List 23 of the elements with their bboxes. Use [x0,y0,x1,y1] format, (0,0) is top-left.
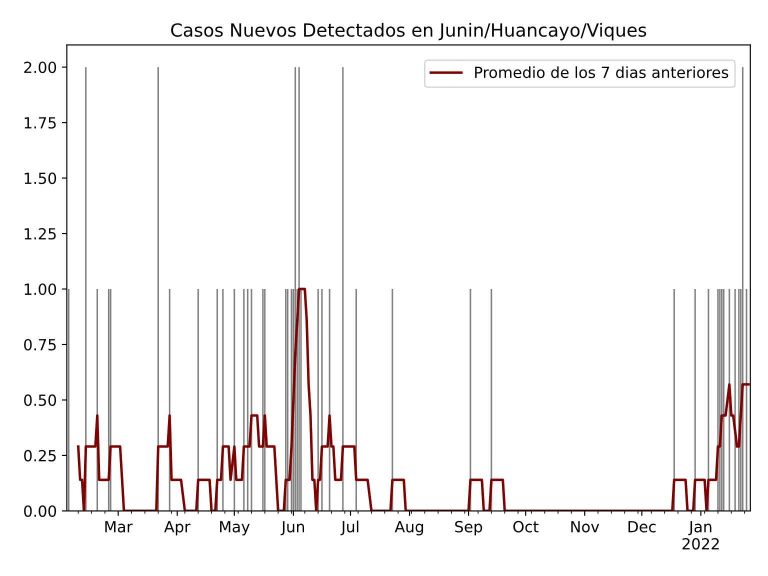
x-tick-label: Dec [628,521,656,532]
x-tick-label: Sep [455,520,482,536]
x-tick-label: Jun [280,521,304,536]
y-tick-label: 0.25 [24,450,56,462]
y-tick-label: 1.50 [24,172,56,184]
x-tick-label: Aug [394,521,424,536]
x-tick-label: Apr [164,521,190,536]
x-tick-label: May [220,521,250,536]
y-tick-label: 1.00 [24,283,56,296]
y-tick-label: 1.75 [24,117,56,129]
x-tick-label: Oct [513,520,539,532]
legend-label: Promedio de los 7 dias anteriores [475,66,728,78]
x-tick-label: Mar [105,521,133,532]
chart-title: Casos Nuevos Detectados en Junin/Huancayo/Viques [171,22,646,40]
y-tick-label: 0.75 [24,338,56,351]
x-tick-label: Nov [571,521,600,532]
y-tick-label: 0.50 [24,394,56,406]
y-tick-label: 1.25 [24,228,56,240]
x-tick-label: Jul [340,520,358,536]
y-tick-label: 2.00 [24,62,56,74]
line-series [76,288,750,511]
x-tick-label: Jan 2022 [682,521,719,550]
y-tick-label: 0.00 [24,505,56,517]
